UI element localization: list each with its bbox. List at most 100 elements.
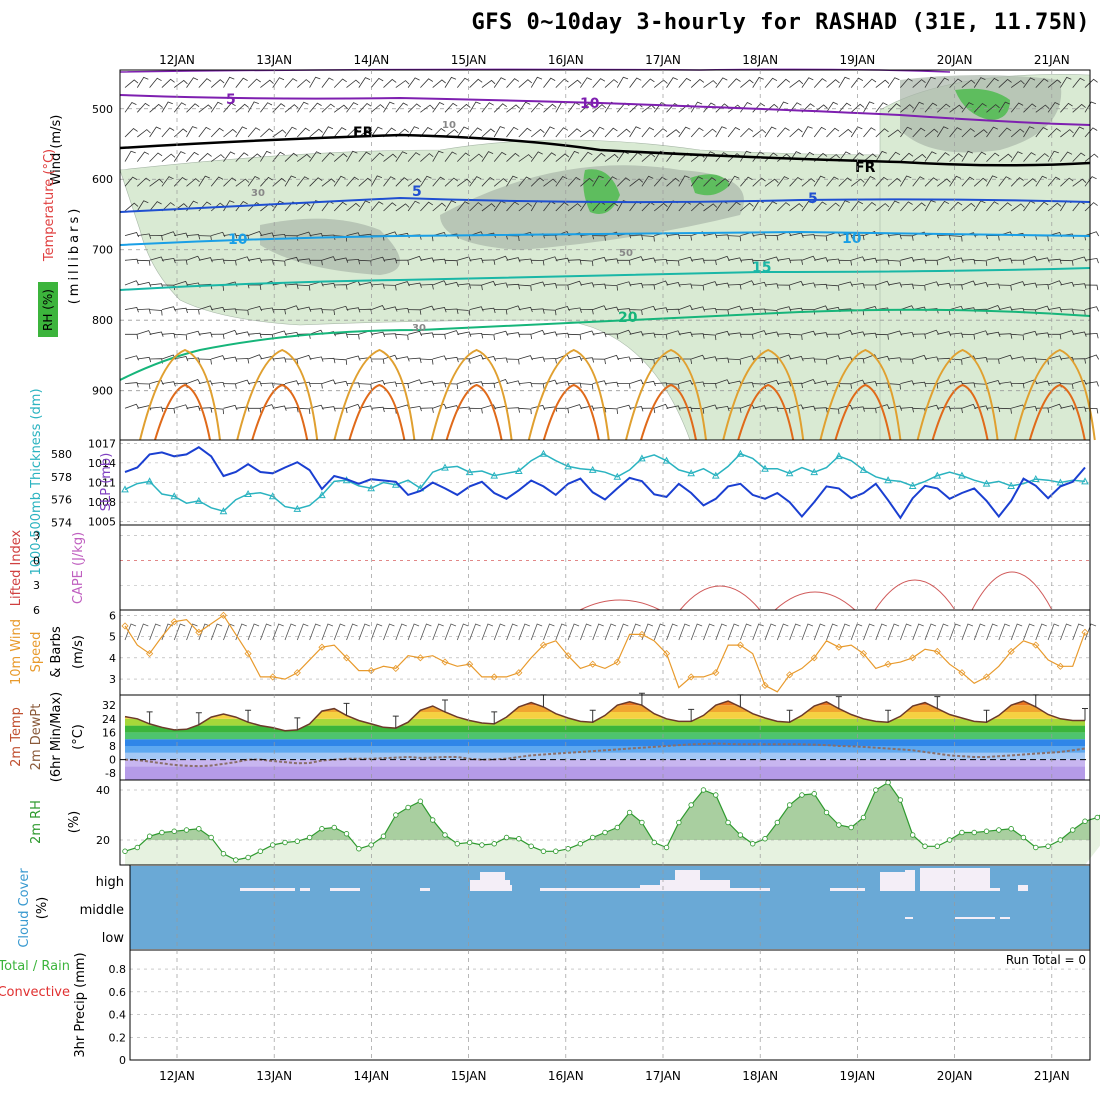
wind-barb <box>813 201 827 212</box>
wind-barb <box>506 283 520 290</box>
wind-barb <box>309 128 323 138</box>
wind-barb <box>383 176 396 187</box>
wind-barb <box>998 176 1011 187</box>
date-label-top: 16JAN <box>548 53 584 67</box>
wind-barb <box>826 127 840 138</box>
data-point-rh <box>134 844 141 851</box>
wind-barb <box>420 407 434 413</box>
wind-barb <box>949 104 964 113</box>
wind-barb <box>518 79 533 88</box>
isotherm-25 <box>527 348 610 441</box>
wind-barb <box>1023 623 1035 641</box>
wind-barb <box>863 153 877 162</box>
data-point-wind <box>835 643 843 651</box>
wind-barb <box>752 308 767 314</box>
data-point-rh <box>356 846 362 852</box>
temp-bands <box>125 701 1085 780</box>
wind-barb <box>764 126 777 138</box>
wind-barb <box>986 175 998 187</box>
isotherm-30 <box>251 383 309 441</box>
wind-barb <box>592 283 607 290</box>
isotherm-label: 10 <box>580 96 600 112</box>
data-point-wind <box>589 660 597 668</box>
wind-barb <box>851 406 865 412</box>
wind-barb <box>1060 405 1075 411</box>
wind-barb <box>949 153 963 162</box>
wind-barb <box>567 176 581 187</box>
wind-barb <box>629 256 644 262</box>
data-point-rh <box>946 837 953 843</box>
wind-barb <box>543 178 557 187</box>
data-point-rh <box>393 812 399 818</box>
wind-barb <box>936 77 950 88</box>
tick-label: 700 <box>92 244 113 257</box>
wind-barb <box>358 200 371 212</box>
minmax-bar <box>195 712 202 725</box>
data-point-thickness <box>736 449 745 457</box>
data-point-wind <box>441 658 449 666</box>
wind-barb <box>1011 259 1025 266</box>
wind-barb <box>813 126 827 138</box>
wind-barb <box>691 333 705 339</box>
wind-barb <box>124 307 139 313</box>
wind-barb <box>284 104 299 113</box>
wind-barb <box>555 78 569 88</box>
wind-barb <box>1084 284 1099 291</box>
wind-barb <box>481 128 495 138</box>
minmax-bar <box>294 717 301 730</box>
wind-barb <box>371 331 386 338</box>
wind-barb <box>149 77 162 88</box>
isotherm-25 <box>722 348 805 441</box>
wind-barb <box>518 355 533 361</box>
data-point-rh <box>774 819 781 826</box>
wind-barb <box>235 331 250 337</box>
wind-barb <box>715 309 729 315</box>
data-point-rh <box>159 829 165 836</box>
wind-barb <box>1035 153 1049 162</box>
wind-barb <box>850 103 865 113</box>
cloud-level-label: middle <box>80 903 124 918</box>
wind-barb <box>149 331 164 337</box>
wind-barb <box>370 623 383 641</box>
wind-barb <box>518 333 533 340</box>
wind-barb <box>161 381 176 387</box>
date-label-top: 13JAN <box>256 53 292 67</box>
wind-barb <box>272 129 287 138</box>
wind-barb <box>358 129 373 138</box>
wind-barb <box>272 330 287 336</box>
wind-barb <box>333 104 348 113</box>
wind-barb <box>592 152 606 162</box>
wind-barb <box>481 307 496 314</box>
wind-barb <box>838 623 850 641</box>
wind-barb <box>937 331 952 337</box>
wind-barb <box>567 150 580 162</box>
wind-barb <box>629 309 643 316</box>
wind-barb <box>247 175 260 187</box>
wind-barb <box>420 380 435 386</box>
wind-barb <box>838 200 850 212</box>
cloud-high <box>660 880 680 891</box>
isotherm-30 <box>834 383 892 441</box>
wind-barb <box>998 202 1012 212</box>
wind-barb <box>1047 79 1062 88</box>
wind-barb <box>900 305 915 311</box>
wind-barb <box>284 175 297 187</box>
data-point-wind <box>539 641 548 649</box>
wind-barb <box>838 383 852 389</box>
wind-barb <box>395 259 410 266</box>
axis-label: (6hr Min/Max) <box>49 692 64 782</box>
wind-barb <box>863 284 877 290</box>
wind-barb <box>321 126 334 138</box>
isotherm-25 <box>430 348 513 441</box>
tick-label: 0.2 <box>109 1031 127 1044</box>
wind-barb <box>789 280 804 287</box>
isotherm-30 <box>931 383 989 441</box>
tick-label: 5 <box>109 631 116 644</box>
wind-barb <box>629 234 644 240</box>
wind-barb <box>124 280 140 286</box>
wind-barb <box>900 201 913 212</box>
data-point-rh <box>786 802 793 808</box>
wind-barb <box>186 330 201 336</box>
wind-barb <box>186 405 201 412</box>
data-point-thickness <box>1007 481 1015 489</box>
